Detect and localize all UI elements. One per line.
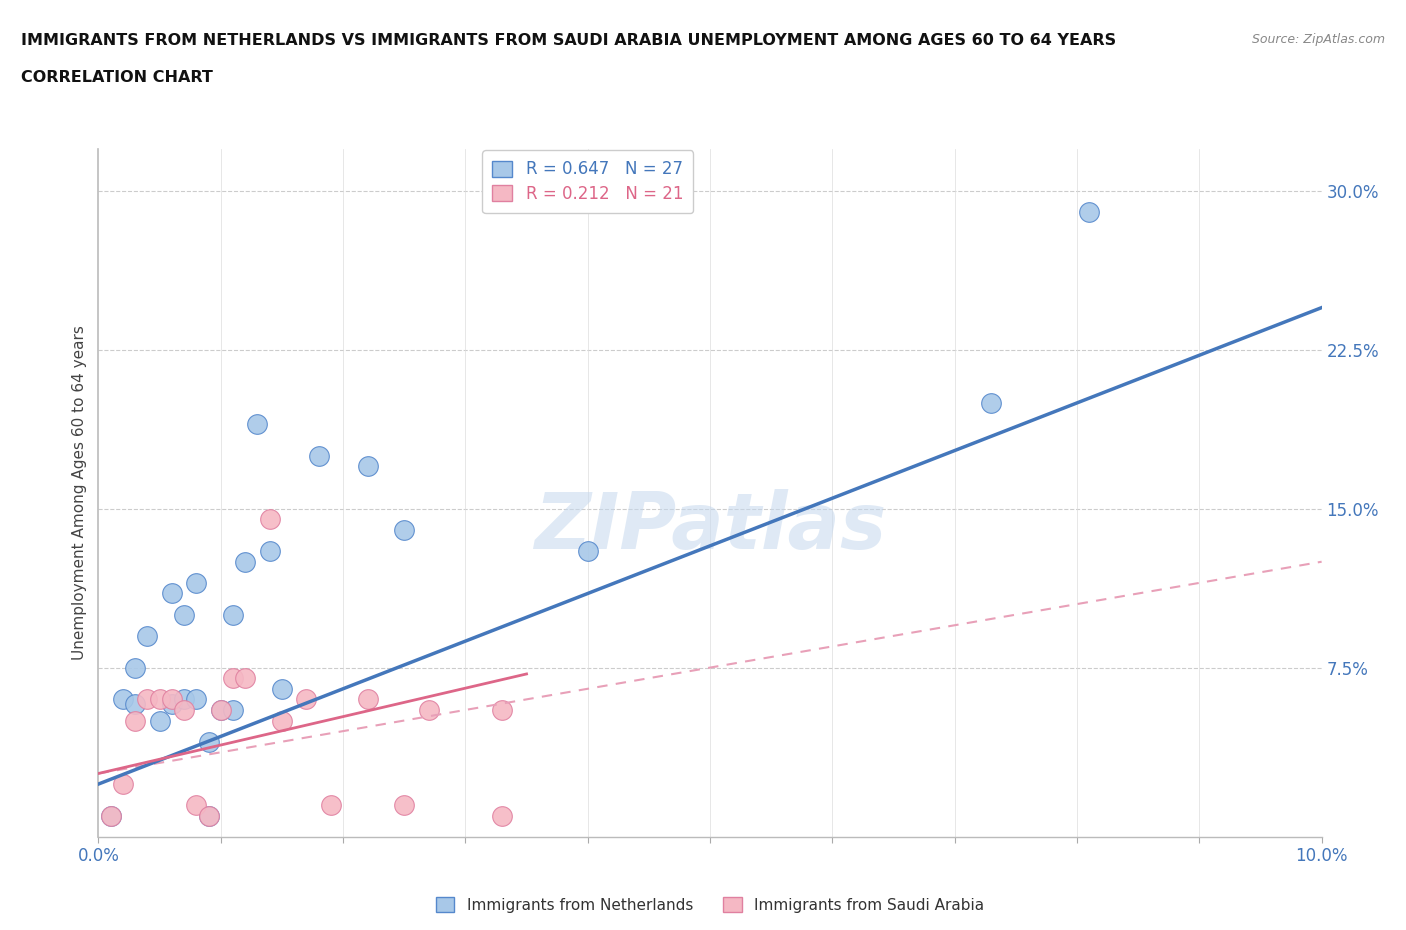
Point [124, 660, 146, 675]
Point [197, 808, 219, 823]
Point [111, 692, 134, 707]
Point [186, 798, 208, 813]
Point [319, 798, 342, 813]
Point [111, 777, 134, 791]
Point [149, 713, 172, 728]
Text: IMMIGRANTS FROM NETHERLANDS VS IMMIGRANTS FROM SAUDI ARABIA UNEMPLOYMENT AMONG A: IMMIGRANTS FROM NETHERLANDS VS IMMIGRANT… [21, 33, 1116, 47]
Point [222, 607, 245, 622]
Point [149, 692, 172, 707]
Point [173, 692, 195, 707]
Legend: Immigrants from Netherlands, Immigrants from Saudi Arabia: Immigrants from Netherlands, Immigrants … [430, 891, 990, 919]
Point [124, 697, 146, 711]
Point [160, 697, 183, 711]
Point [980, 395, 1002, 410]
Point [270, 713, 292, 728]
Point [259, 512, 281, 526]
Point [173, 702, 195, 717]
Point [295, 692, 318, 707]
Point [222, 671, 245, 685]
Point [259, 544, 281, 559]
Point [246, 417, 269, 432]
Text: CORRELATION CHART: CORRELATION CHART [21, 70, 212, 85]
Text: Source: ZipAtlas.com: Source: ZipAtlas.com [1251, 33, 1385, 46]
Point [392, 798, 416, 813]
Point [197, 808, 219, 823]
Point [124, 713, 146, 728]
Point [233, 671, 256, 685]
Point [491, 702, 513, 717]
Point [100, 808, 122, 823]
Point [160, 586, 183, 601]
Point [197, 735, 219, 750]
Point [136, 692, 159, 707]
Point [270, 682, 292, 697]
Point [356, 459, 378, 474]
Point [576, 544, 599, 559]
Point [356, 692, 378, 707]
Point [491, 808, 513, 823]
Point [186, 692, 208, 707]
Point [186, 576, 208, 591]
Point [308, 448, 330, 463]
Point [233, 554, 256, 569]
Y-axis label: Unemployment Among Ages 60 to 64 years: Unemployment Among Ages 60 to 64 years [72, 326, 87, 660]
Point [209, 702, 232, 717]
Point [209, 702, 232, 717]
Text: ZIPatlas: ZIPatlas [534, 489, 886, 565]
Point [222, 702, 245, 717]
Point [418, 702, 440, 717]
Point [1078, 205, 1101, 219]
Point [100, 808, 122, 823]
Point [392, 523, 416, 538]
Point [160, 692, 183, 707]
Point [136, 629, 159, 644]
Point [173, 607, 195, 622]
